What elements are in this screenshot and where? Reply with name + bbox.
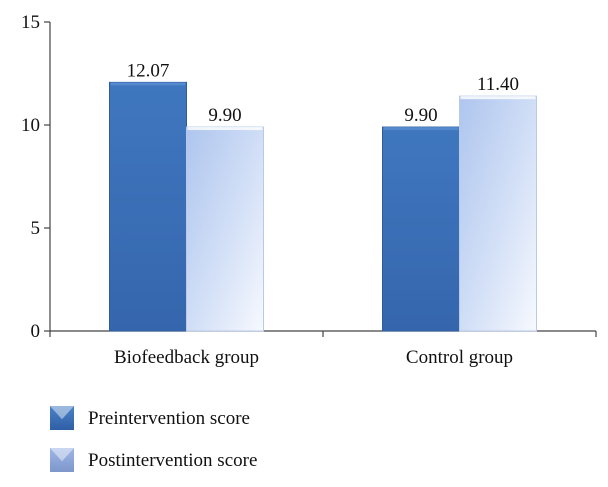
data-label: 11.40 bbox=[477, 74, 519, 95]
bar-postintervention bbox=[186, 126, 264, 332]
y-tick-label: 10 bbox=[21, 115, 40, 136]
legend-swatch-bevel bbox=[50, 448, 74, 462]
data-label: 9.90 bbox=[404, 105, 437, 126]
x-category-label: Biofeedback group bbox=[114, 347, 259, 368]
y-tick-label: 5 bbox=[31, 218, 41, 239]
bar-preintervention bbox=[109, 81, 187, 332]
y-tick-label: 15 bbox=[21, 12, 40, 33]
bar-top-bevel bbox=[460, 96, 536, 100]
bar-top-bevel bbox=[383, 127, 459, 131]
x-category-label: Control group bbox=[406, 347, 513, 368]
legend-swatch-bevel bbox=[50, 406, 74, 420]
bar-top-bevel bbox=[187, 127, 263, 131]
bar-postintervention bbox=[459, 95, 537, 332]
legend-item: Postintervention score bbox=[50, 448, 257, 472]
legend-label: Preintervention score bbox=[88, 408, 250, 429]
legend-item: Preintervention score bbox=[50, 406, 250, 430]
y-tick-label: 0 bbox=[31, 321, 41, 342]
bar-top-bevel bbox=[110, 82, 186, 86]
legend-swatch bbox=[50, 406, 74, 430]
legend-swatch bbox=[50, 448, 74, 472]
data-label: 12.07 bbox=[127, 60, 170, 81]
legend-label: Postintervention score bbox=[88, 450, 257, 471]
data-label: 9.90 bbox=[208, 105, 241, 126]
bar-preintervention bbox=[382, 126, 460, 332]
